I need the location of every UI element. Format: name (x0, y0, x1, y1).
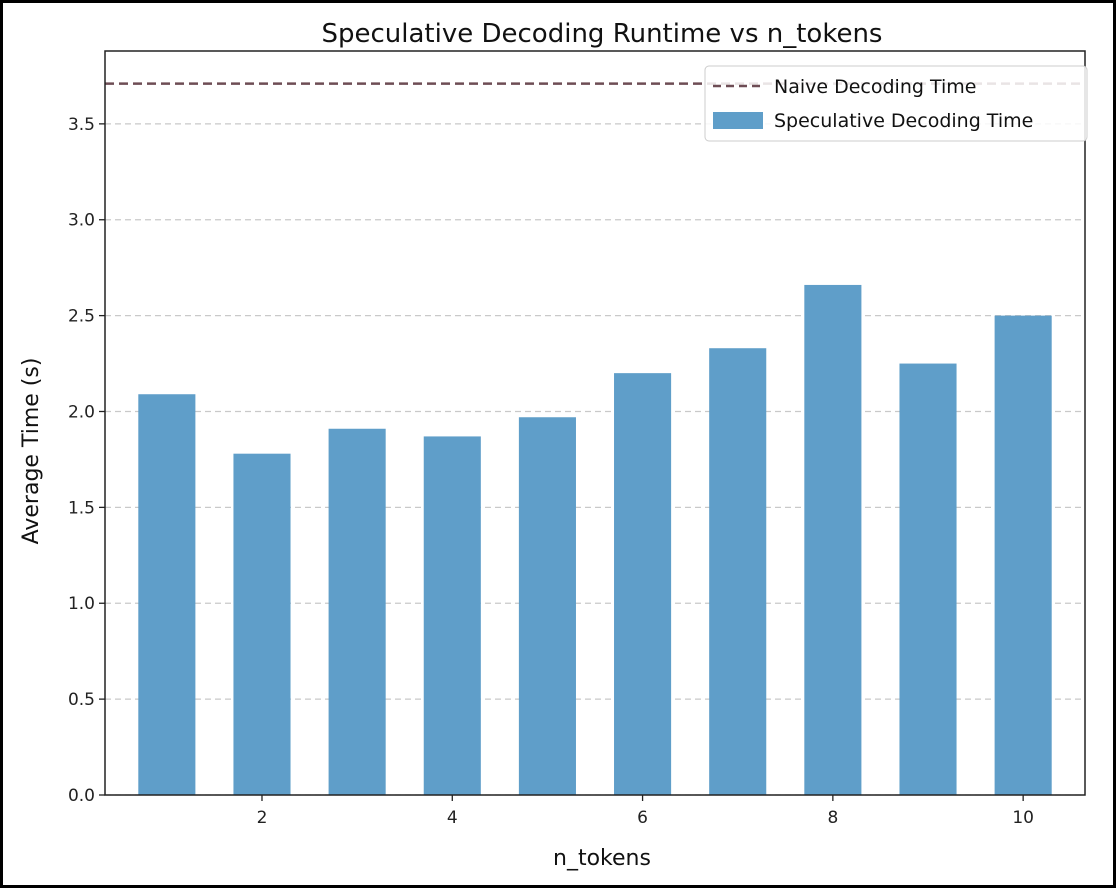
y-ticks: 0.0 0.5 1.0 1.5 2.0 2.5 3.0 3.5 (68, 115, 105, 806)
y-tick-label: 2.5 (68, 307, 95, 327)
legend-swatch-speculative (713, 112, 763, 129)
x-tick-label: 10 (1012, 808, 1034, 828)
chart-svg: 2 4 6 8 10 0.0 0.5 1.0 1.5 2.0 2.5 3.0 3.5 Speculat… (19, 19, 1088, 871)
legend-box (704, 65, 1088, 142)
x-ticks: 2 4 6 8 10 (257, 795, 1034, 828)
y-axis-label: Average Time (s) (19, 358, 44, 545)
x-axis-label: n_tokens (553, 846, 651, 871)
x-tick-label: 2 (257, 808, 268, 828)
y-tick-label: 0.5 (68, 690, 95, 710)
bar (614, 373, 672, 795)
x-tick-label: 8 (827, 808, 838, 828)
legend-label-naive: Naive Decoding Time (774, 76, 976, 98)
bar (138, 394, 196, 795)
y-tick-label: 1.5 (68, 498, 95, 518)
x-tick-label: 6 (637, 808, 648, 828)
y-tick-label: 3.0 (68, 211, 95, 231)
bar (423, 436, 481, 795)
bar (804, 284, 862, 795)
bar (518, 417, 576, 795)
bar (994, 315, 1052, 795)
x-tick-label: 4 (447, 808, 458, 828)
bar (709, 348, 767, 795)
legend-label-speculative: Speculative Decoding Time (774, 110, 1033, 132)
y-tick-label: 1.0 (68, 594, 95, 614)
legend: Naive Decoding Time Speculative Decoding… (704, 65, 1088, 142)
plot-frame (104, 50, 1086, 796)
bars (138, 284, 1052, 795)
y-tick-label: 3.5 (68, 115, 95, 135)
bar (899, 363, 957, 795)
y-tick-label: 0.0 (68, 786, 95, 806)
y-tick-label: 2.0 (68, 402, 95, 422)
chart-title: Speculative Decoding Runtime vs n_tokens (322, 19, 883, 49)
chart-frame: 2 4 6 8 10 0.0 0.5 1.0 1.5 2.0 2.5 3.0 3.5 Speculat… (3, 3, 1113, 885)
bar (233, 453, 291, 795)
bar (328, 428, 386, 795)
